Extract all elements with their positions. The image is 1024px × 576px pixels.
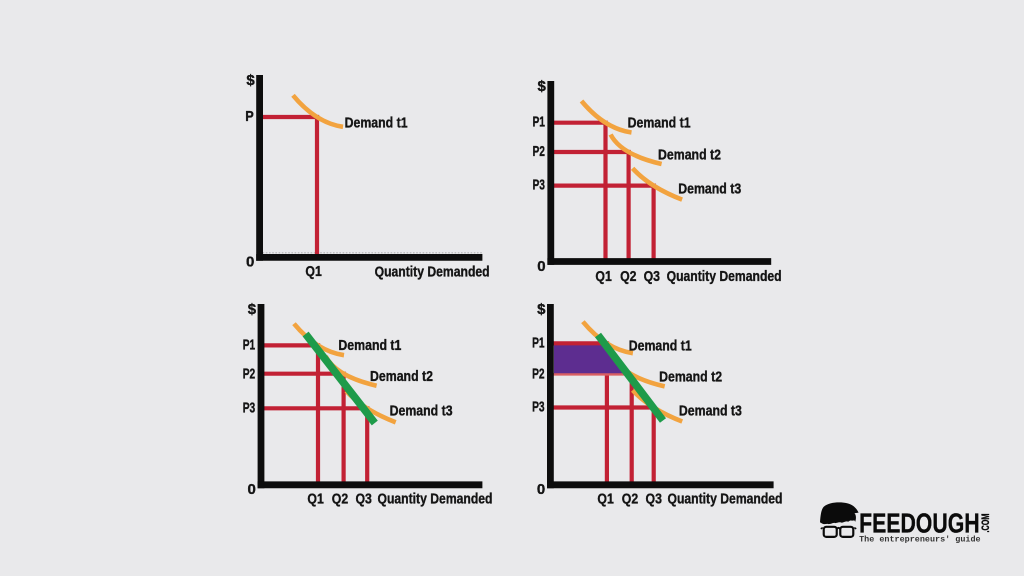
svg-text:Q2: Q2 xyxy=(622,490,638,507)
svg-text:P2: P2 xyxy=(243,366,256,383)
svg-text:P1: P1 xyxy=(532,334,545,351)
svg-text:Q3: Q3 xyxy=(644,268,660,285)
svg-text:$: $ xyxy=(248,301,257,318)
svg-text:Quantity Demanded: Quantity Demanded xyxy=(378,491,493,507)
svg-text:P3: P3 xyxy=(532,399,545,416)
svg-text:P1: P1 xyxy=(243,336,256,353)
svg-text:P3: P3 xyxy=(243,399,256,416)
svg-text:Q1: Q1 xyxy=(597,490,613,507)
svg-text:Quantity Demanded: Quantity Demanded xyxy=(668,491,783,507)
svg-text:P: P xyxy=(245,108,254,125)
svg-text:Demand t3: Demand t3 xyxy=(678,181,741,197)
svg-text:Q1: Q1 xyxy=(595,268,611,285)
svg-text:Q1: Q1 xyxy=(305,263,321,280)
svg-text:Demand t1: Demand t1 xyxy=(338,338,401,354)
svg-text:Q3: Q3 xyxy=(356,490,372,507)
svg-text:P2: P2 xyxy=(533,143,546,160)
svg-text:P2: P2 xyxy=(532,366,545,383)
svg-text:Demand t2: Demand t2 xyxy=(370,369,433,385)
svg-text:0: 0 xyxy=(537,481,545,498)
svg-text:Q1: Q1 xyxy=(307,490,323,507)
svg-text:Demand t1: Demand t1 xyxy=(629,339,692,355)
svg-text:Demand t3: Demand t3 xyxy=(390,403,453,419)
svg-text:The entrepreneurs' guide: The entrepreneurs' guide xyxy=(859,535,981,545)
svg-text:Demand t2: Demand t2 xyxy=(659,369,722,385)
svg-text:Quantity Demanded: Quantity Demanded xyxy=(667,269,782,285)
svg-text:Demand t3: Demand t3 xyxy=(679,403,742,419)
svg-text:Q2: Q2 xyxy=(332,490,348,507)
svg-text:Demand t1: Demand t1 xyxy=(345,116,408,132)
svg-text:$: $ xyxy=(538,78,547,95)
svg-text:Quantity Demanded: Quantity Demanded xyxy=(375,265,490,281)
svg-text:Q2: Q2 xyxy=(620,268,636,285)
svg-text:0: 0 xyxy=(537,258,545,275)
svg-text:Q3: Q3 xyxy=(646,490,662,507)
svg-text:Demand t1: Demand t1 xyxy=(628,116,691,132)
svg-text:$: $ xyxy=(537,301,546,318)
svg-text:0: 0 xyxy=(247,481,255,498)
svg-text:0: 0 xyxy=(246,254,254,271)
svg-text:Demand t2: Demand t2 xyxy=(658,148,721,164)
svg-text:FEEDOUGH: FEEDOUGH xyxy=(859,507,980,538)
svg-text:.COM: .COM xyxy=(980,514,992,533)
svg-text:P1: P1 xyxy=(533,114,546,131)
svg-text:$: $ xyxy=(246,72,255,89)
svg-text:P3: P3 xyxy=(533,177,546,194)
